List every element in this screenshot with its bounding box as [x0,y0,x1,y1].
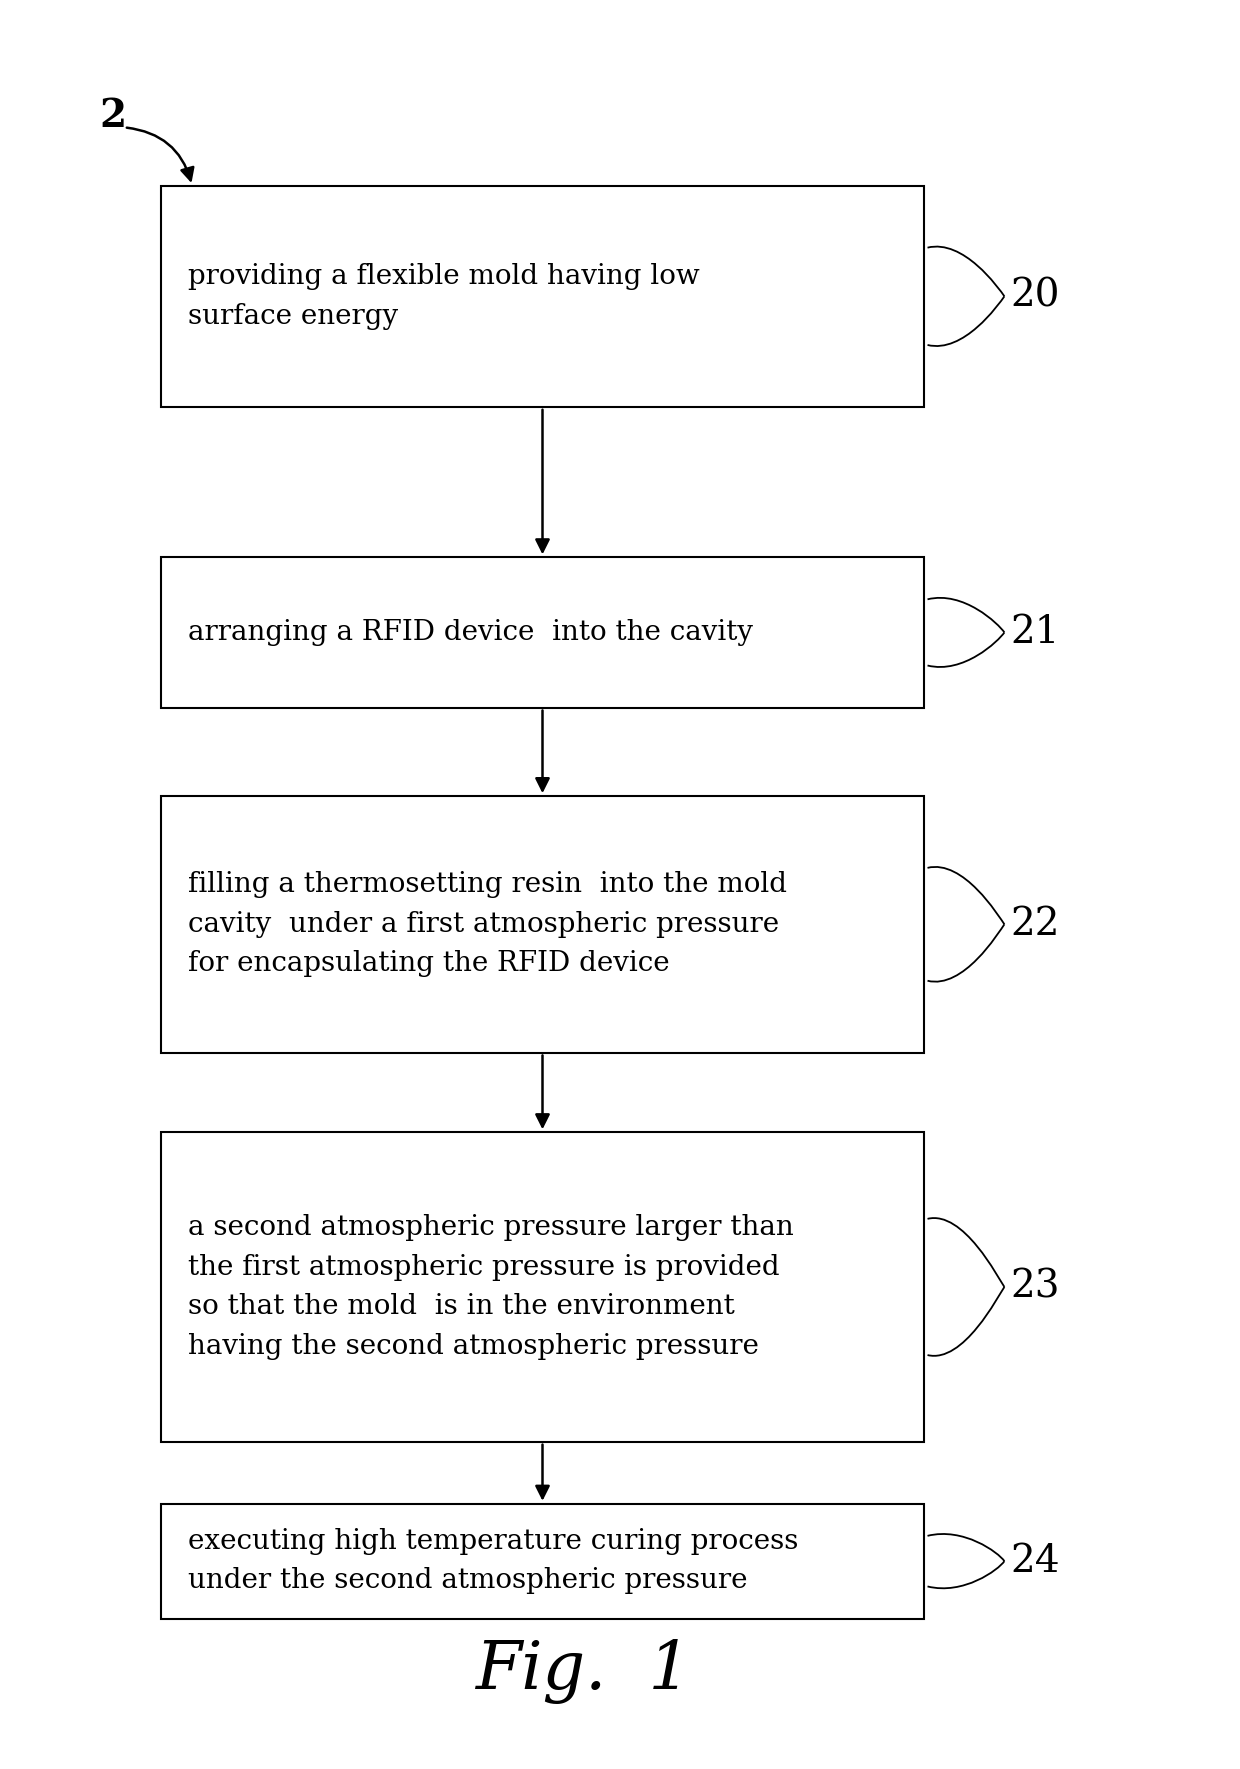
Text: filling a thermosetting resin  into the mold
cavity  under a first atmospheric p: filling a thermosetting resin into the m… [188,870,787,978]
Text: 2: 2 [99,97,126,134]
FancyBboxPatch shape [161,557,924,708]
Text: 24: 24 [1011,1543,1060,1580]
Text: executing high temperature curing process
under the second atmospheric pressure: executing high temperature curing proces… [188,1528,799,1594]
FancyBboxPatch shape [161,186,924,407]
Text: 21: 21 [1011,614,1060,651]
Text: arranging a RFID device  into the cavity: arranging a RFID device into the cavity [188,619,754,646]
Text: Fig.  1: Fig. 1 [475,1640,691,1704]
Text: 22: 22 [1011,906,1060,943]
Text: 20: 20 [1011,278,1060,315]
Text: 23: 23 [1011,1268,1060,1306]
Text: providing a flexible mold having low
surface energy: providing a flexible mold having low sur… [188,264,701,329]
FancyBboxPatch shape [161,796,924,1053]
Text: a second atmospheric pressure larger than
the first atmospheric pressure is prov: a second atmospheric pressure larger tha… [188,1214,795,1360]
FancyBboxPatch shape [161,1132,924,1442]
FancyBboxPatch shape [161,1504,924,1619]
